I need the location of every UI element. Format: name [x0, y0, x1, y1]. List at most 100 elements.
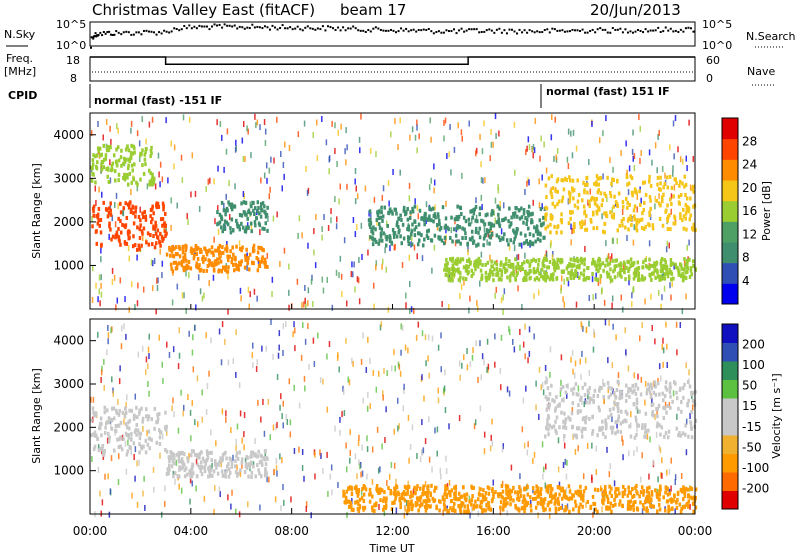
data-point [182, 410, 184, 417]
data-point [684, 211, 688, 216]
data-point [372, 369, 375, 376]
noise-point [200, 25, 203, 28]
data-point [335, 223, 338, 230]
data-point [218, 212, 222, 217]
data-point [134, 214, 137, 219]
data-point [501, 218, 504, 223]
data-point [500, 228, 503, 235]
data-point [249, 454, 252, 459]
data-point [665, 267, 668, 272]
data-point [646, 387, 649, 392]
data-point [690, 410, 693, 415]
data-point [145, 407, 148, 412]
data-point [170, 464, 174, 469]
data-point [189, 474, 192, 479]
data-point [131, 151, 135, 156]
data-point [459, 259, 462, 264]
data-point [456, 257, 459, 262]
data-point [561, 503, 564, 510]
data-point [107, 338, 109, 345]
noise-point [150, 30, 153, 33]
data-point [536, 489, 540, 494]
data-point [539, 501, 543, 506]
data-point [432, 219, 435, 224]
data-point [363, 484, 367, 489]
data-point [651, 397, 653, 404]
data-point [117, 158, 121, 163]
data-point [95, 199, 97, 206]
data-point [637, 271, 641, 276]
data-point [534, 496, 537, 501]
data-point [165, 449, 169, 454]
data-point [569, 210, 572, 215]
data-point [128, 306, 131, 313]
data-point [649, 183, 653, 188]
data-point [572, 263, 576, 268]
noise-point [488, 28, 491, 31]
data-point [556, 202, 559, 207]
data-point [273, 468, 276, 475]
data-point [358, 136, 361, 143]
data-point [400, 241, 403, 246]
data-point [105, 207, 109, 212]
noise-point [132, 33, 135, 36]
data-point [591, 474, 593, 481]
data-point [551, 254, 554, 261]
data-point [556, 499, 560, 504]
data-point [126, 202, 130, 207]
data-point [516, 254, 518, 261]
noise-point [659, 30, 662, 33]
data-point [561, 425, 565, 430]
data-point [508, 492, 512, 497]
data-point [418, 498, 422, 503]
data-point [92, 172, 95, 177]
data-point [439, 499, 442, 504]
data-point [226, 128, 229, 135]
noise-point [115, 30, 118, 33]
data-point [257, 205, 260, 210]
data-point [662, 495, 665, 500]
data-point [360, 471, 362, 478]
data-point [635, 422, 639, 427]
data-point [660, 303, 662, 310]
data-point [188, 116, 191, 123]
data-point [383, 367, 385, 374]
data-point [152, 466, 155, 473]
data-point [106, 349, 108, 356]
data-point [182, 114, 185, 121]
data-point [413, 204, 417, 209]
data-point [122, 209, 124, 216]
noise-point [616, 28, 619, 31]
data-point [593, 487, 597, 492]
data-point [596, 509, 599, 514]
data-point [582, 258, 585, 263]
data-point [326, 353, 328, 360]
data-point [444, 272, 448, 277]
data-point [650, 490, 654, 495]
data-point [475, 262, 479, 267]
data-point [641, 211, 644, 216]
data-point [628, 202, 631, 207]
data-point [464, 231, 467, 236]
data-point [240, 248, 243, 253]
data-point [425, 501, 428, 506]
data-point [250, 152, 252, 159]
data-point [117, 216, 120, 221]
data-point [301, 302, 303, 309]
data-point [454, 268, 457, 273]
data-point [640, 217, 644, 222]
data-point [265, 162, 268, 169]
data-point [454, 258, 458, 263]
noise-point [470, 28, 473, 31]
data-point [263, 204, 266, 209]
noise-point [367, 29, 370, 32]
data-point [111, 234, 115, 239]
data-point [110, 327, 112, 334]
data-point [130, 431, 133, 436]
data-point [565, 266, 569, 271]
data-point [355, 484, 358, 489]
data-point [449, 257, 452, 262]
data-point [621, 306, 624, 313]
data-point [622, 216, 625, 221]
data-point [382, 496, 386, 501]
